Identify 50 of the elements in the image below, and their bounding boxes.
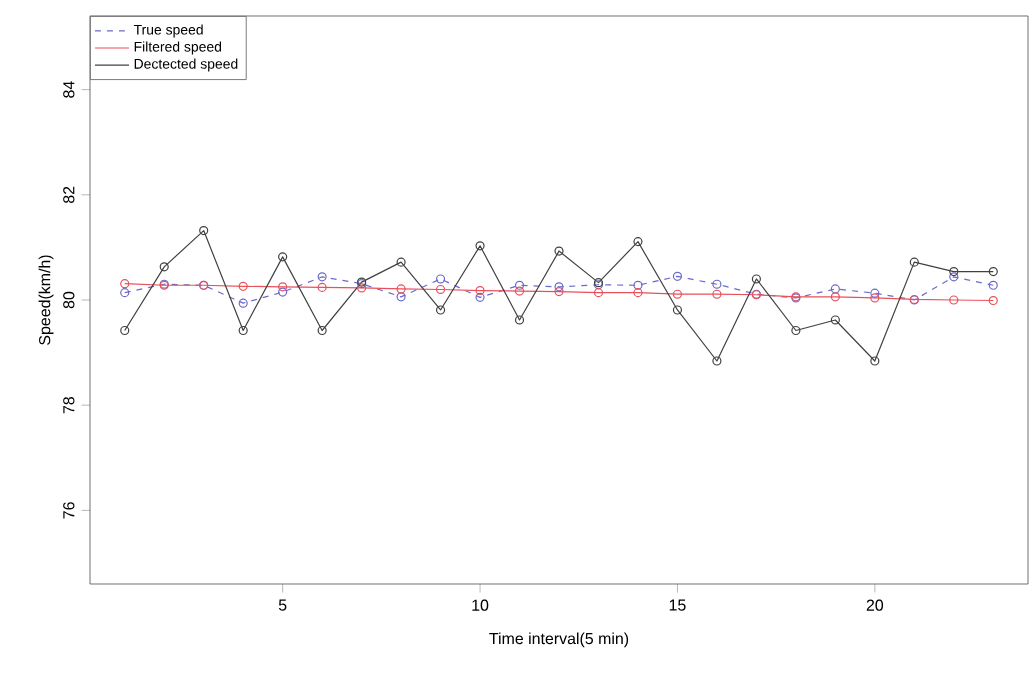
point [475,241,485,251]
point [791,325,801,336]
point [120,288,130,298]
point [949,295,959,305]
point [238,325,248,336]
point [830,292,840,302]
point [199,225,209,236]
point [712,356,722,366]
point [672,289,683,299]
point [278,282,288,292]
point [949,272,959,282]
point [396,284,406,294]
point [712,279,722,289]
point [988,280,998,290]
point [633,237,643,247]
point [317,282,327,292]
point [514,315,525,325]
point [278,287,288,297]
point [751,274,761,284]
point [435,284,446,295]
point [514,286,525,296]
point [475,292,485,302]
point [672,305,683,315]
point [870,356,880,366]
point [435,274,446,284]
point [870,288,880,298]
point [870,293,880,303]
point [554,246,564,256]
point [396,257,406,267]
point [435,305,446,315]
point [672,271,683,281]
point [554,286,564,297]
point [159,262,169,272]
point [949,267,959,277]
point [238,281,248,291]
point [554,282,564,292]
point [909,257,919,267]
point [830,284,840,294]
point [475,285,485,296]
point [317,325,327,336]
point [593,288,604,298]
point [238,298,248,308]
point [633,280,643,290]
point [712,289,722,299]
point [514,280,525,290]
point [278,252,288,262]
point [633,288,643,298]
point [396,292,406,302]
point [830,315,840,325]
point [317,272,327,282]
